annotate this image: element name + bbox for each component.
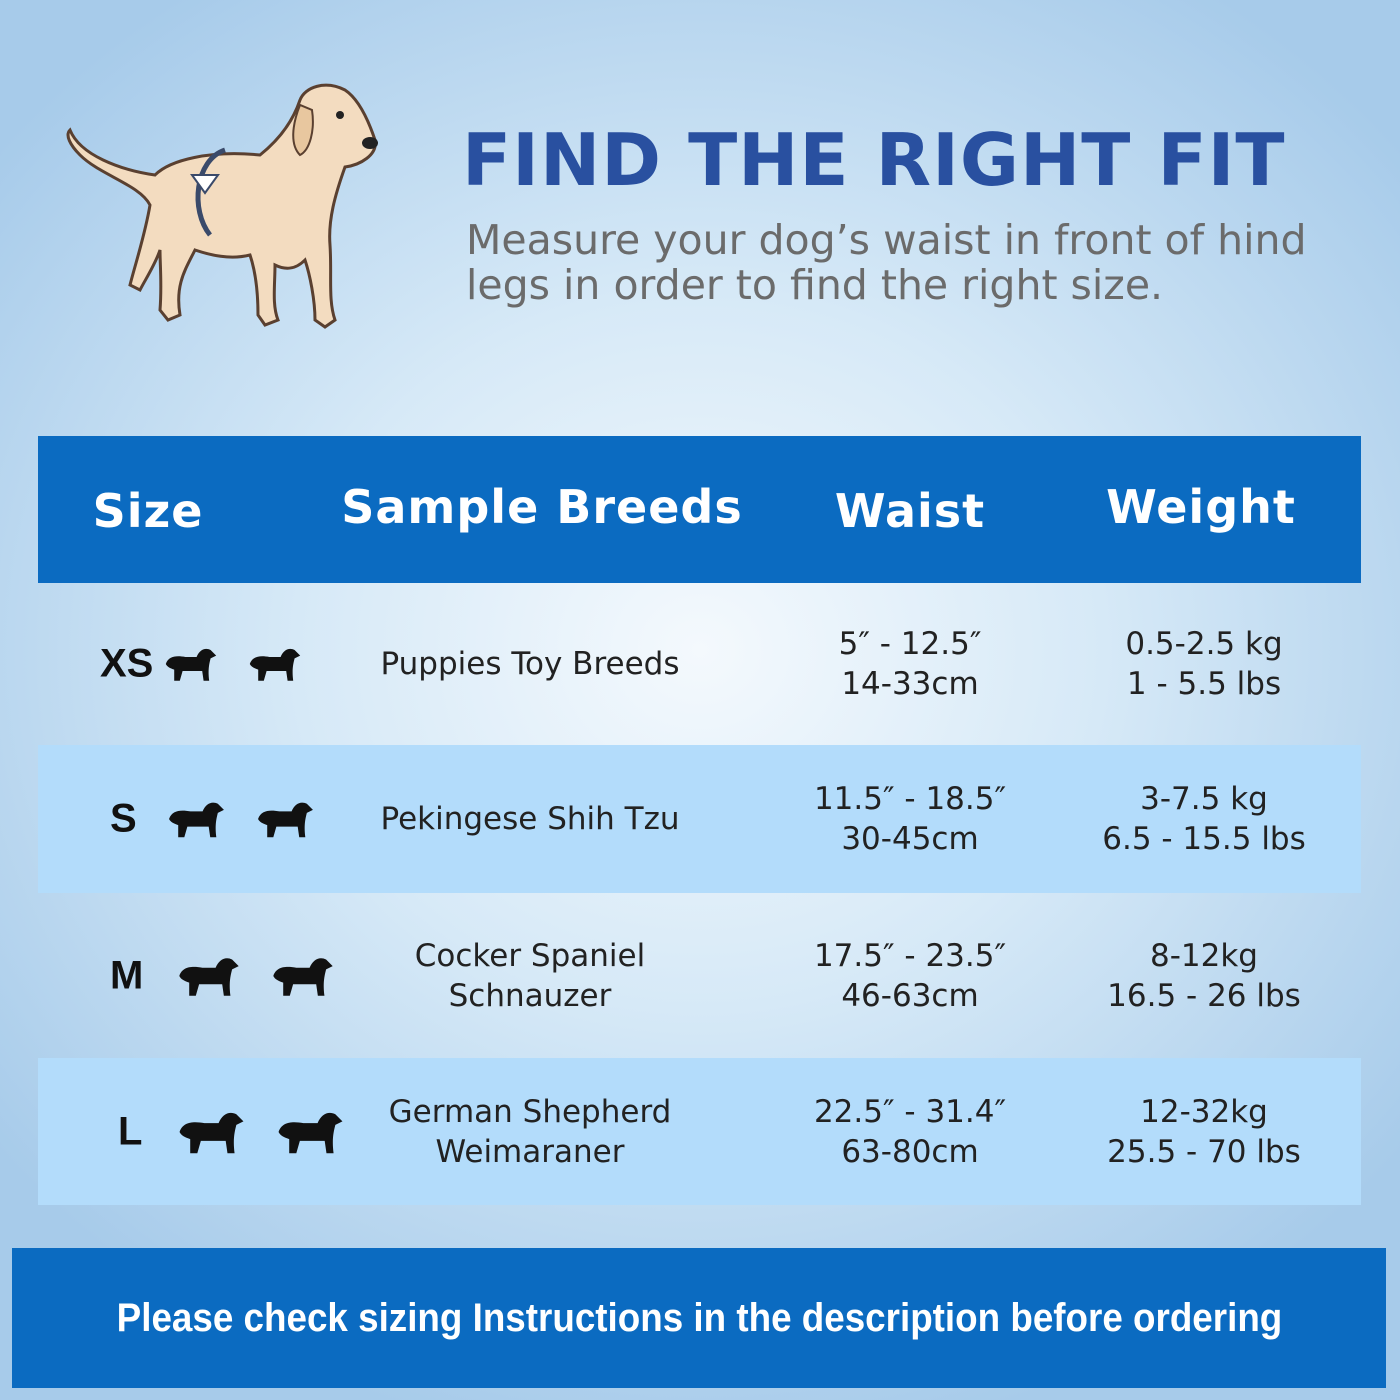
weight-cell: 0.5-2.5 kg 1 - 5.5 lbs bbox=[1125, 624, 1282, 704]
weight-value: 16.5 - 26 lbs bbox=[1107, 977, 1301, 1014]
dog-silhouette-icon bbox=[169, 802, 224, 838]
waist-value: 46-63cm bbox=[841, 977, 979, 1014]
breed-name: Weimaraner bbox=[435, 1133, 625, 1170]
weight-cell: 3-7.5 kg 6.5 - 15.5 lbs bbox=[1102, 779, 1306, 859]
breed-name: Pekingese Shih Tzu bbox=[380, 801, 680, 837]
dog-silhouette-icon bbox=[179, 1112, 244, 1153]
footer-banner: Please check sizing Instructions in the … bbox=[12, 1248, 1386, 1388]
breed-name: Cocker Spaniel bbox=[414, 937, 646, 974]
subtitle: Measure your dog’s waist in front of hin… bbox=[466, 216, 1307, 309]
page-title: FIND THE RIGHT FIT bbox=[462, 118, 1286, 202]
dog-measuring-illustration bbox=[66, 83, 378, 329]
weight-value: 12-32kg bbox=[1140, 1093, 1268, 1130]
waist-value: 17.5″ - 23.5″ bbox=[813, 937, 1007, 974]
waist-cell: 22.5″ - 31.4″ 63-80cm bbox=[814, 1092, 1006, 1172]
size-label: M bbox=[110, 953, 144, 997]
dog-silhouette-icon bbox=[249, 648, 301, 681]
weight-value: 0.5-2.5 kg bbox=[1125, 626, 1283, 662]
waist-value: 22.5″ - 31.4″ bbox=[813, 1093, 1007, 1130]
breed-name: German Shepherd bbox=[388, 1093, 672, 1130]
column-header-weight: Weight bbox=[1106, 480, 1296, 534]
dog-silhouette-icon bbox=[273, 957, 333, 996]
waist-cell: 11.5″ - 18.5″ 30-45cm bbox=[814, 779, 1006, 859]
breed-name: Schnauzer bbox=[448, 977, 612, 1014]
breeds-cell: Pekingese Shih Tzu bbox=[381, 799, 680, 839]
size-label: XS bbox=[100, 641, 154, 686]
size-label: L bbox=[118, 1109, 143, 1153]
table-header: Size Sample Breeds Waist Weight bbox=[38, 436, 1361, 583]
waist-value: 63-80cm bbox=[841, 1133, 979, 1170]
weight-value: 3-7.5 kg bbox=[1140, 781, 1268, 817]
dog-silhouette-icon bbox=[179, 957, 239, 996]
waist-cell: 17.5″ - 23.5″ 46-63cm bbox=[814, 936, 1006, 1016]
waist-value: 5″ - 12.5″ bbox=[838, 626, 982, 662]
waist-value: 30-45cm bbox=[841, 821, 979, 857]
dog-silhouette-icon bbox=[258, 802, 313, 838]
column-header-breeds: Sample Breeds bbox=[341, 480, 743, 534]
breeds-cell: Cocker Spaniel Schnauzer bbox=[415, 936, 645, 1016]
footer-text: Please check sizing Instructions in the … bbox=[116, 1295, 1282, 1340]
weight-value: 6.5 - 15.5 lbs bbox=[1102, 821, 1306, 857]
weight-value: 25.5 - 70 lbs bbox=[1107, 1133, 1301, 1170]
waist-cell: 5″ - 12.5″ 14-33cm bbox=[839, 624, 982, 704]
size-label: S bbox=[110, 796, 137, 841]
weight-value: 1 - 5.5 lbs bbox=[1126, 666, 1282, 702]
dog-silhouette-icon bbox=[165, 648, 217, 681]
waist-value: 11.5″ - 18.5″ bbox=[813, 781, 1007, 817]
table-row: M Cocker Spaniel Schnauzer 17.5″ - 23.5″ 4… bbox=[38, 893, 1361, 1058]
breeds-cell: German Shepherd Weimaraner bbox=[389, 1092, 672, 1172]
breeds-cell: Puppies Toy Breeds bbox=[381, 644, 680, 684]
breed-name: Puppies Toy Breeds bbox=[380, 646, 680, 682]
column-header-size: Size bbox=[92, 484, 204, 538]
table-row: S Pekingese Shih Tzu 11.5″ - 18.5″ 30-45c… bbox=[38, 745, 1361, 893]
weight-value: 8-12kg bbox=[1149, 937, 1258, 974]
column-header-waist: Waist bbox=[834, 484, 986, 538]
table-row: XS Puppies Toy Breeds 5″ - 12.5″ 14-33cm … bbox=[38, 583, 1361, 745]
dog-silhouette-icon bbox=[278, 1112, 343, 1153]
waist-value: 14-33cm bbox=[841, 666, 979, 702]
table-row: L German Shepherd Weimaraner 22.5″ - 31.4… bbox=[38, 1058, 1361, 1205]
weight-cell: 12-32kg 25.5 - 70 lbs bbox=[1107, 1092, 1301, 1172]
weight-cell: 8-12kg 16.5 - 26 lbs bbox=[1107, 936, 1301, 1016]
